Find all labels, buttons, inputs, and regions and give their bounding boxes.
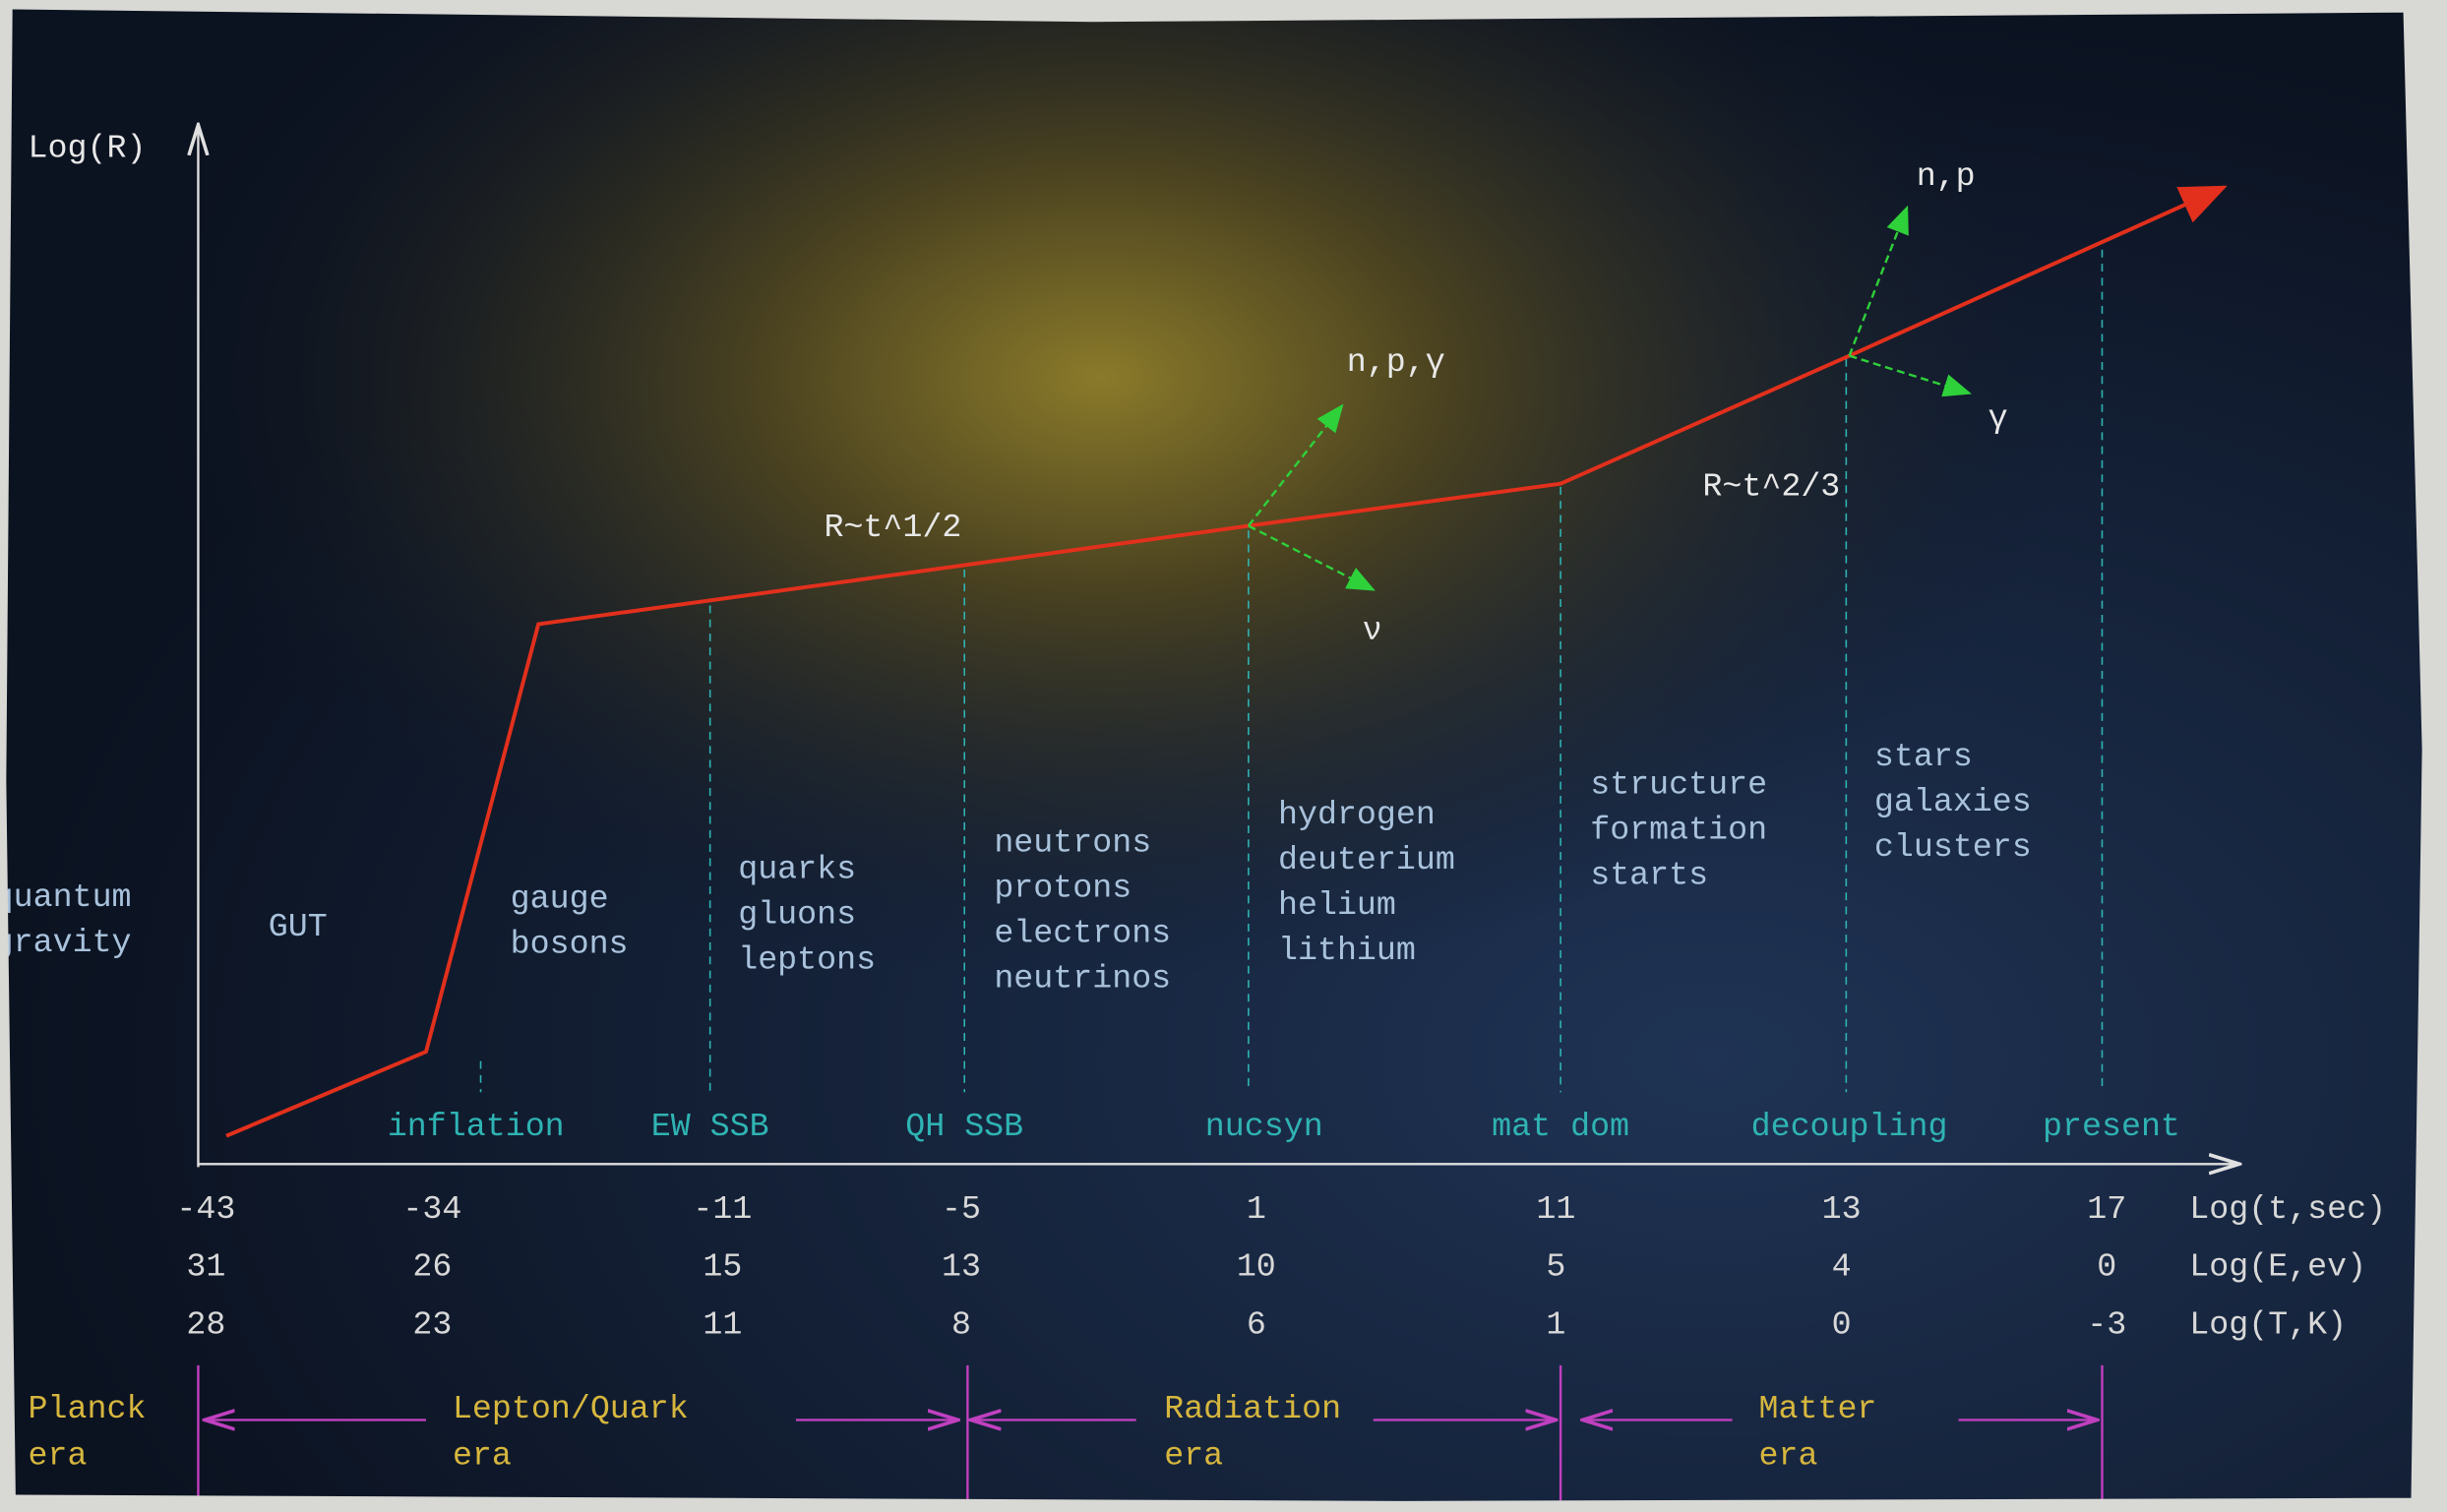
era-label: era <box>29 1437 88 1475</box>
scale-value: -11 <box>693 1190 752 1228</box>
event-label: inflation <box>388 1108 565 1145</box>
era-label: era <box>1164 1437 1223 1475</box>
region-label: stars <box>1874 738 1973 775</box>
era-label: era <box>453 1437 512 1475</box>
scale-value: 13 <box>942 1248 981 1286</box>
particle-arrow <box>1849 354 1972 397</box>
region-label: quantum <box>0 878 132 916</box>
region-label: galaxies <box>1874 783 2032 820</box>
scale-row-label: Log(T,K) <box>2189 1305 2347 1343</box>
scale-value: 28 <box>186 1305 225 1343</box>
era-label: Radiation <box>1164 1390 1341 1427</box>
region-label: deuterium <box>1278 841 1455 878</box>
scale-row-label: Log(t,sec) <box>2189 1190 2386 1228</box>
scale-value: -5 <box>942 1190 981 1228</box>
annotation: n,p,γ <box>1347 343 1445 381</box>
era-label: Lepton/Quark <box>453 1390 689 1427</box>
event-label: EW SSB <box>651 1108 769 1145</box>
era-label: Matter <box>1759 1390 1877 1427</box>
region-label: lithium <box>1278 932 1416 969</box>
scale-value: -43 <box>176 1190 235 1228</box>
scale-value: 17 <box>2087 1190 2126 1228</box>
region-label: helium <box>1278 886 1396 924</box>
scale-value: 11 <box>703 1305 742 1343</box>
scale-value: -3 <box>2087 1305 2126 1343</box>
region-label: GUT <box>269 908 328 945</box>
scale-value: 10 <box>1237 1248 1276 1286</box>
event-label: present <box>2043 1108 2180 1145</box>
event-label: mat dom <box>1492 1108 1629 1145</box>
era-label: Planck <box>29 1390 147 1427</box>
particle-arrow <box>1248 524 1376 591</box>
scale-row-label: Log(E,ev) <box>2189 1248 2366 1286</box>
scale-value: 4 <box>1832 1248 1852 1286</box>
y-axis-label: Log(R) <box>29 130 147 167</box>
event-label: nucsyn <box>1205 1108 1323 1145</box>
scale-value: 15 <box>703 1248 742 1286</box>
annotation: ν <box>1363 612 1382 649</box>
scale-value: 23 <box>412 1305 452 1343</box>
region-label: gauge <box>511 879 609 917</box>
scale-value: -34 <box>402 1190 461 1228</box>
scale-value: 1 <box>1247 1190 1266 1228</box>
scale-value: 13 <box>1822 1190 1862 1228</box>
region-label: starts <box>1590 857 1708 894</box>
region-label: bosons <box>511 925 629 962</box>
region-label: protons <box>994 869 1132 906</box>
region-label: neutrinos <box>994 959 1171 997</box>
scale-value: 8 <box>951 1305 971 1343</box>
scale-value: 0 <box>1832 1305 1852 1343</box>
region-label: formation <box>1590 812 1767 849</box>
region-label: neutrons <box>994 823 1151 861</box>
era-label: era <box>1759 1437 1818 1475</box>
region-label: clusters <box>1874 828 2032 866</box>
region-label: electrons <box>994 914 1171 951</box>
scale-value: 26 <box>412 1248 452 1286</box>
scale-value: 6 <box>1247 1305 1266 1343</box>
scale-value: 5 <box>1546 1248 1565 1286</box>
content: Log(R) R~t^1/2 R~t^2/3 n,p,γ ν n,p γ quantum gra… <box>0 125 2386 1512</box>
region-label: gravity <box>0 924 132 961</box>
annotation: n,p <box>1917 157 1976 195</box>
scale-value: 31 <box>186 1248 225 1286</box>
region-label: gluons <box>738 895 856 933</box>
scale-value: 11 <box>1536 1190 1575 1228</box>
event-label: decoupling <box>1751 1108 1948 1145</box>
region-label: hydrogen <box>1278 796 1436 833</box>
region-label: structure <box>1590 766 1767 804</box>
region-label: quarks <box>738 850 856 887</box>
annotation: R~t^1/2 <box>824 509 961 546</box>
scale-value: 1 <box>1546 1305 1565 1343</box>
scale-value: 0 <box>2097 1248 2116 1286</box>
region-label: leptons <box>738 940 876 978</box>
particle-arrow <box>1848 205 1909 357</box>
particle-arrow <box>1247 403 1344 527</box>
annotation: R~t^2/3 <box>1702 468 1840 506</box>
annotation: γ <box>1988 399 2008 437</box>
event-label: QH SSB <box>905 1108 1023 1145</box>
